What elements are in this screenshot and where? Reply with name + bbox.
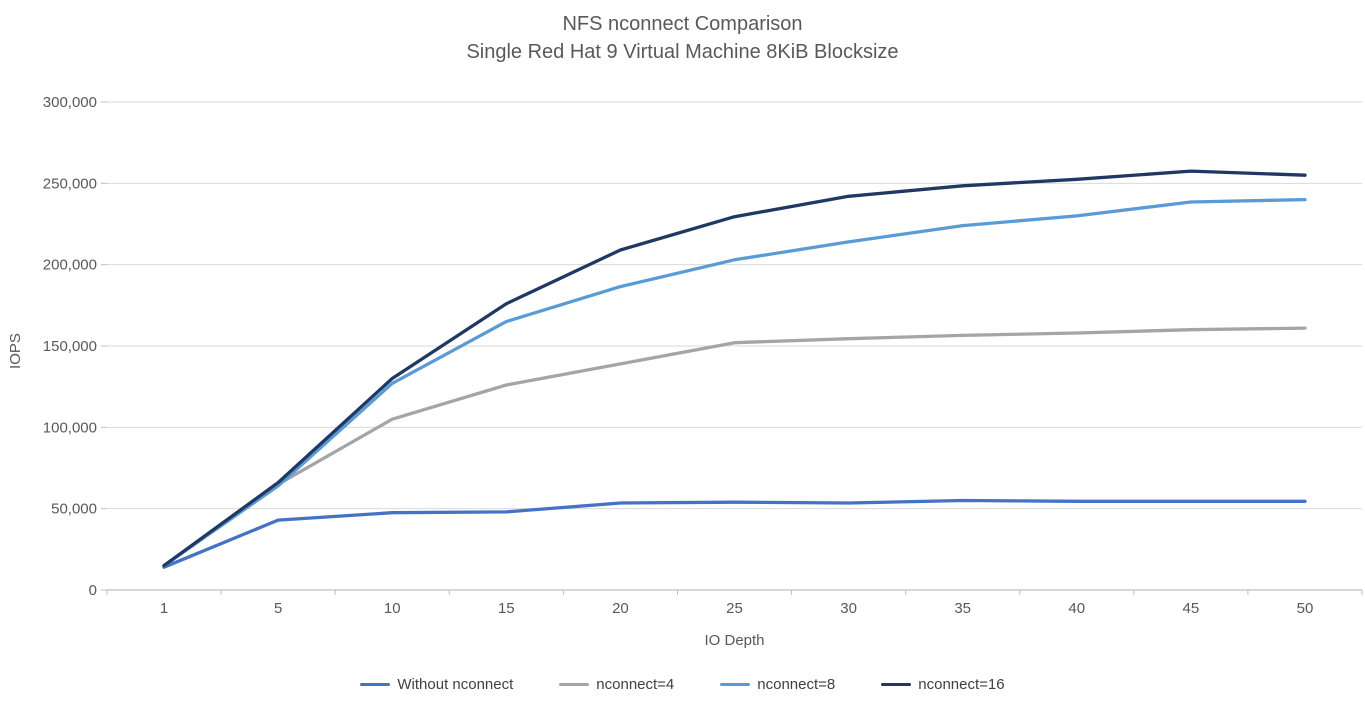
x-axis-tick-label: 5 [274, 600, 282, 617]
legend-label: nconnect=16 [918, 676, 1005, 693]
x-axis-tick-label: 50 [1297, 600, 1314, 617]
chart-title: NFS nconnect Comparison [562, 13, 803, 35]
series-line-without-nconnect [162, 498, 1307, 569]
legend-line-swatch [360, 682, 391, 687]
x-axis-tick-label: 35 [954, 600, 971, 617]
legend-label: Without nconnect [397, 676, 514, 693]
chart-subtitle: Single Red Hat 9 Virtual Machine 8KiB Bl… [466, 41, 899, 63]
legend-label: nconnect=8 [757, 676, 836, 693]
legend-item-without-nconnect: Without nconnect [360, 676, 513, 693]
series-line-nconnect-8 [162, 197, 1307, 568]
legend-label: nconnect=4 [596, 676, 675, 693]
y-axis-tick-label: 250,000 [43, 175, 97, 192]
x-axis-tick-label: 45 [1183, 600, 1200, 617]
y-axis-tick-label: 300,000 [43, 94, 97, 111]
legend-item-nconnect-8: nconnect=8 [720, 676, 835, 693]
legend-item-nconnect-16: nconnect=16 [881, 676, 1005, 693]
x-axis-tick-label: 10 [384, 600, 401, 617]
legend-line-swatch [559, 682, 590, 687]
x-axis-tick-label: 1 [160, 600, 168, 617]
y-axis-tick-label: 100,000 [43, 419, 97, 436]
legend-item-nconnect-4: nconnect=4 [559, 676, 674, 693]
x-axis-tick-label: 15 [498, 600, 515, 617]
chart-title-block: NFS nconnect Comparison Single Red Hat 9… [0, 10, 1365, 66]
x-axis-title: IO Depth [704, 632, 765, 649]
x-axis-tick-label: 25 [726, 600, 743, 617]
y-axis-tick-label: 0 [89, 582, 97, 599]
x-axis-tick-label: 40 [1068, 600, 1085, 617]
y-axis-tick-label: 200,000 [43, 257, 97, 274]
y-axis-tick-label: 150,000 [43, 338, 97, 355]
x-axis-tick-label: 20 [612, 600, 629, 617]
legend: Without nconnect nconnect=4 nconnect=8 n… [0, 676, 1365, 693]
series-line-nconnect-4 [162, 326, 1307, 568]
y-axis-title: IOPS [7, 333, 24, 369]
y-axis-tick-label: 50,000 [51, 501, 97, 518]
legend-line-swatch [881, 682, 912, 687]
x-axis-tick-label: 30 [840, 600, 857, 617]
series-line-nconnect-16 [162, 169, 1307, 568]
legend-line-swatch [720, 682, 751, 687]
